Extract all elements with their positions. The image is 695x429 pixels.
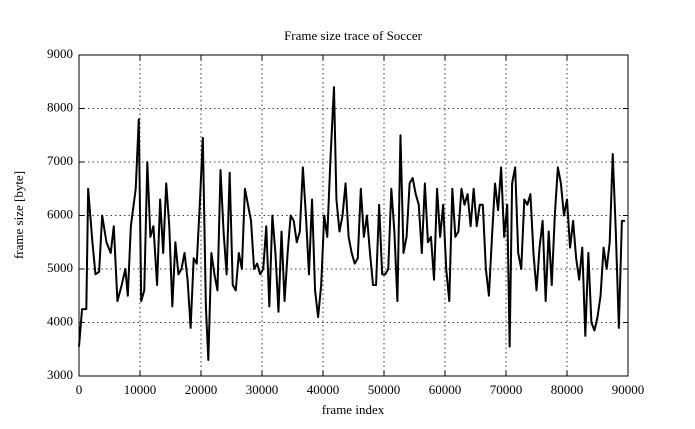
- y-tick-label: 8000: [47, 99, 73, 114]
- x-tick-label: 80000: [551, 382, 584, 397]
- x-tick-label: 40000: [307, 382, 340, 397]
- y-tick-label: 9000: [47, 46, 73, 61]
- x-tick-label: 10000: [124, 382, 157, 397]
- x-tick-label: 30000: [246, 382, 279, 397]
- y-tick-label: 5000: [47, 260, 73, 275]
- x-tick-label: 90000: [612, 382, 645, 397]
- chart-title: Frame size trace of Soccer: [284, 28, 423, 43]
- x-tick-label: 60000: [429, 382, 462, 397]
- y-tick-label: 4000: [47, 313, 73, 328]
- y-axis-label: frame size [byte]: [11, 171, 26, 259]
- y-tick-label: 6000: [47, 206, 73, 221]
- x-tick-label: 20000: [185, 382, 218, 397]
- x-tick-label: 0: [76, 382, 83, 397]
- y-tick-label: 7000: [47, 153, 73, 168]
- data-line: [78, 86, 625, 361]
- x-axis-label: frame index: [322, 402, 385, 417]
- x-tick-label: 50000: [368, 382, 401, 397]
- y-tick-label: 3000: [47, 367, 73, 382]
- x-tick-label: 70000: [490, 382, 523, 397]
